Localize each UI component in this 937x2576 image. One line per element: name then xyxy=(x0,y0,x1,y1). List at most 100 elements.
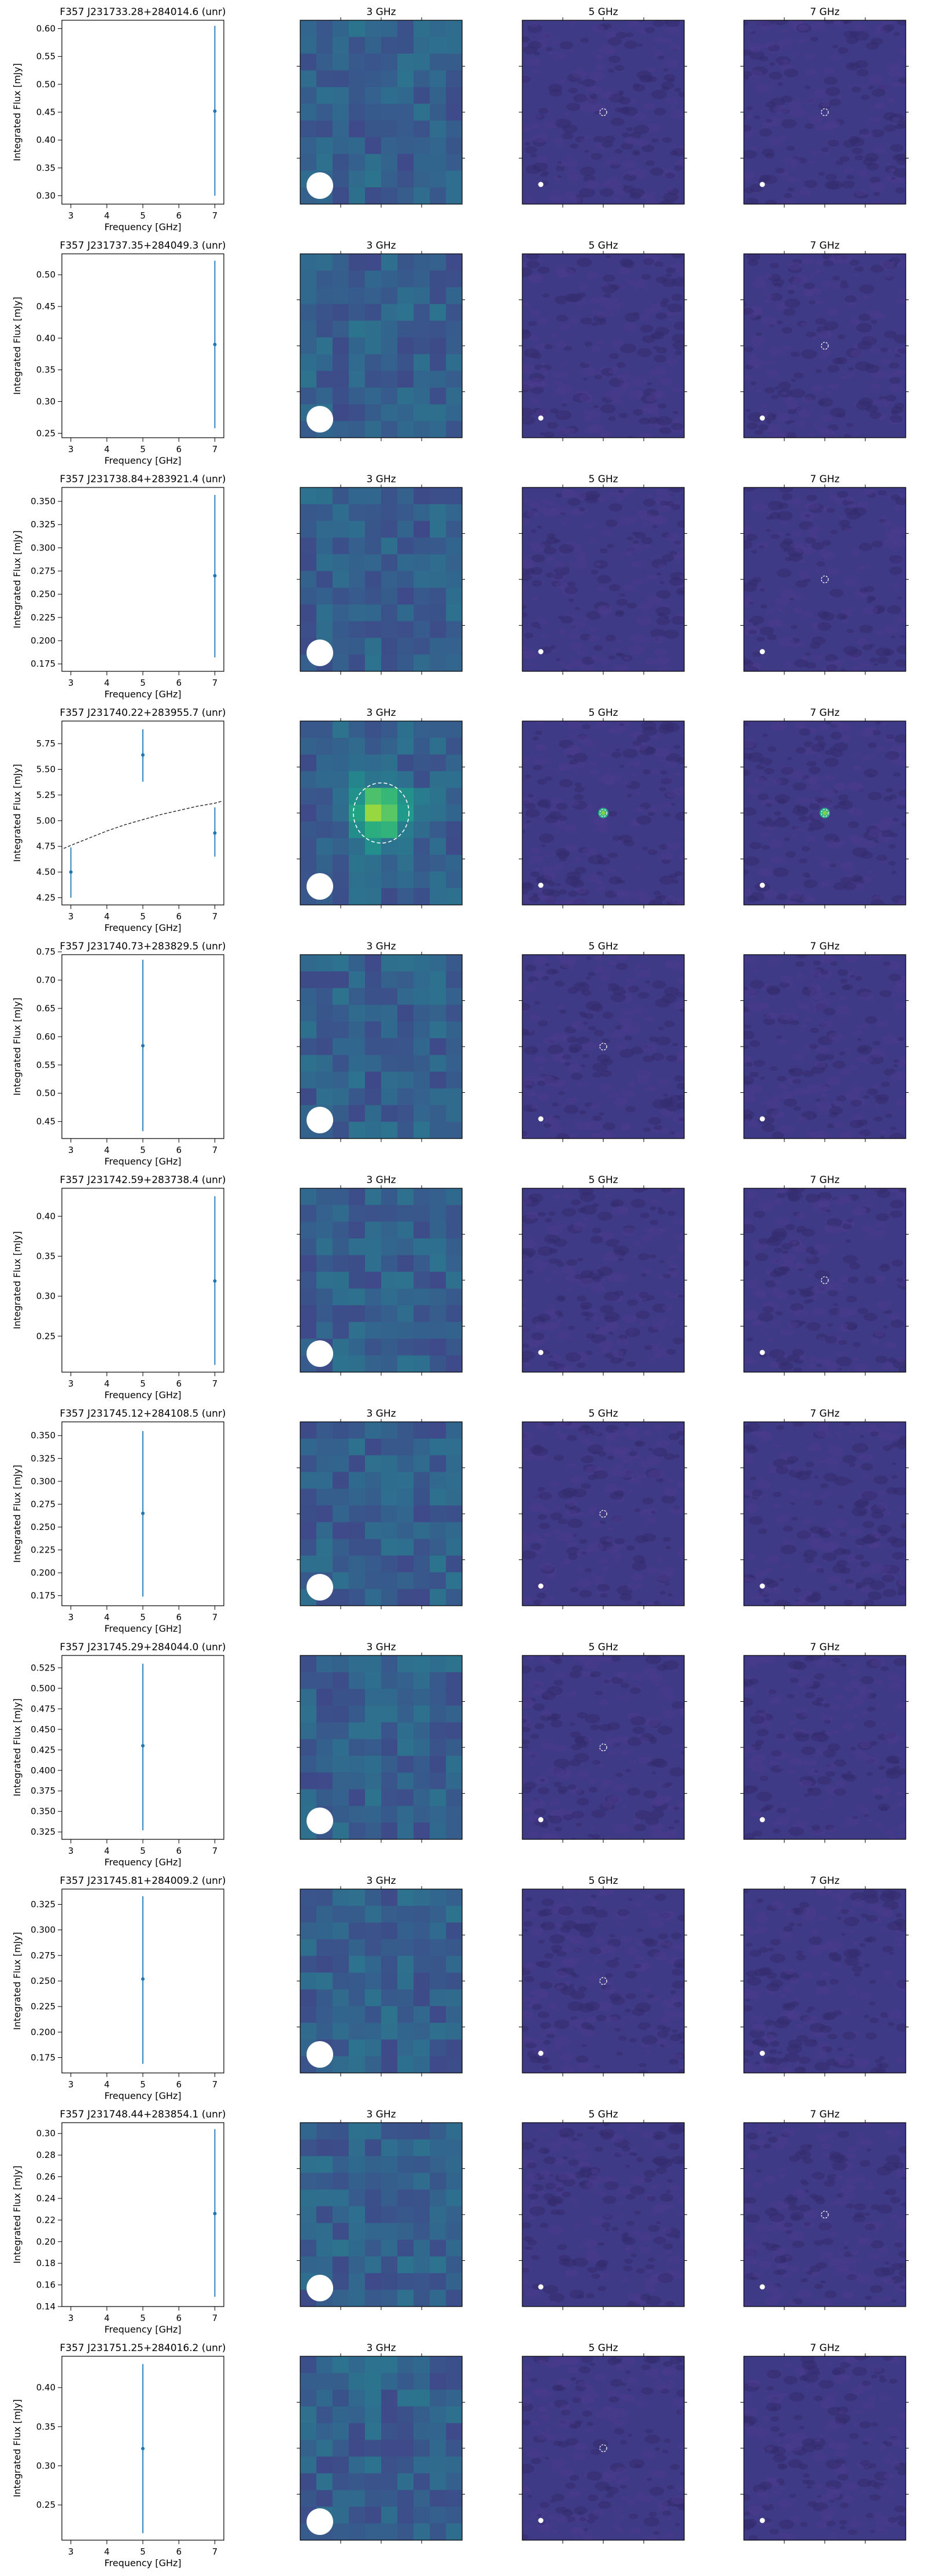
noise-speckle xyxy=(577,1296,586,1302)
image-pixel xyxy=(414,404,430,422)
image-panel: 3 GHz xyxy=(297,240,465,441)
x-tick-label: 6 xyxy=(176,1612,182,1623)
noise-speckle xyxy=(795,961,805,967)
image-pixel xyxy=(430,421,447,438)
noise-speckle xyxy=(525,142,530,145)
y-tick-label: 5.00 xyxy=(36,815,56,826)
image-pixel xyxy=(430,1739,447,1757)
noise-speckle xyxy=(767,609,775,614)
noise-speckle xyxy=(669,577,684,586)
noise-speckle xyxy=(854,21,861,25)
noise-speckle xyxy=(605,1738,618,1746)
noise-speckle xyxy=(662,1660,678,1670)
image-pixel xyxy=(414,638,430,655)
noise-speckle xyxy=(617,599,628,606)
noise-speckle xyxy=(530,855,544,863)
image-pixel xyxy=(316,1255,333,1273)
noise-speckle xyxy=(523,1782,536,1789)
noise-speckle xyxy=(788,290,795,294)
noise-speckle xyxy=(577,651,585,656)
noise-speckle xyxy=(817,1776,831,1785)
noise-speckle xyxy=(520,646,527,651)
noise-speckle xyxy=(827,1281,842,1290)
image-pixel xyxy=(365,1355,382,1373)
noise-speckle xyxy=(645,1655,662,1665)
image-title: 3 GHz xyxy=(366,941,396,952)
noise-speckle xyxy=(777,608,784,612)
noise-speckle xyxy=(640,513,654,522)
noise-speckle xyxy=(577,300,586,306)
image-pixel xyxy=(349,1422,366,1439)
noise-speckle xyxy=(567,1463,576,1468)
noise-speckle xyxy=(752,623,758,626)
image-pixel xyxy=(397,1706,414,1723)
noise-speckle xyxy=(531,1691,539,1695)
beam-ellipse xyxy=(307,640,333,666)
noise-speckle xyxy=(799,858,807,863)
noise-speckle xyxy=(584,361,591,365)
noise-speckle xyxy=(541,1691,556,1700)
noise-speckle xyxy=(877,1021,888,1028)
noise-speckle xyxy=(536,409,548,416)
noise-speckle xyxy=(768,501,783,510)
noise-speckle xyxy=(530,23,538,27)
y-tick-label: 0.175 xyxy=(31,659,56,669)
image-pixel xyxy=(446,1739,463,1757)
noise-speckle xyxy=(898,746,910,753)
y-axis-label: Integrated Flux [mJy] xyxy=(12,297,23,394)
image-pixel xyxy=(397,871,414,889)
y-tick-label: 0.45 xyxy=(36,1117,56,1127)
noise-speckle xyxy=(662,1783,670,1788)
noise-speckle xyxy=(554,1506,560,1510)
noise-speckle xyxy=(821,428,835,437)
noise-speckle xyxy=(853,1363,868,1372)
noise-speckle xyxy=(674,871,683,877)
noise-speckle xyxy=(836,613,847,619)
noise-speckle xyxy=(848,1527,862,1536)
noise-speckle xyxy=(862,295,869,300)
noise-speckle xyxy=(759,588,765,592)
noise-speckle xyxy=(542,1710,552,1717)
image-pixel xyxy=(430,822,447,839)
noise-speckle xyxy=(672,1701,684,1709)
noise-speckle xyxy=(786,533,791,536)
image-pixel xyxy=(446,1289,463,1306)
image-pixel xyxy=(446,1305,463,1322)
noise-speckle xyxy=(858,1134,864,1138)
noise-speckle xyxy=(636,815,651,825)
noise-speckle xyxy=(797,1002,808,1008)
image-pixel xyxy=(430,1789,447,1806)
noise-speckle xyxy=(669,484,683,493)
noise-speckle xyxy=(658,1726,673,1735)
image-pixel xyxy=(397,1322,414,1339)
image-pixel xyxy=(430,1655,447,1673)
noise-speckle xyxy=(857,1038,862,1041)
noise-speckle xyxy=(606,1546,619,1554)
spectrum-title: F357 J231740.73+283829.5 (unr) xyxy=(60,941,226,952)
noise-speckle xyxy=(746,1280,759,1288)
noise-speckle xyxy=(588,1026,596,1030)
image-pixel xyxy=(397,1205,414,1222)
image-pixels xyxy=(517,1652,689,1842)
noise-speckle xyxy=(750,382,757,385)
noise-speckle xyxy=(738,1454,754,1464)
noise-speckle xyxy=(799,1290,811,1298)
noise-speckle xyxy=(548,51,554,54)
noise-speckle xyxy=(763,1524,768,1527)
noise-speckle xyxy=(661,1187,672,1193)
noise-speckle xyxy=(645,1517,656,1524)
noise-speckle xyxy=(633,409,643,416)
image-pixel xyxy=(414,54,430,71)
image-pixel xyxy=(381,1222,398,1239)
noise-speckle xyxy=(864,1814,869,1817)
noise-speckle xyxy=(530,154,537,158)
noise-speckle xyxy=(884,124,897,132)
noise-speckle xyxy=(802,611,814,618)
noise-speckle xyxy=(870,265,884,273)
noise-speckle xyxy=(558,268,574,278)
image-pixel xyxy=(430,387,447,405)
noise-speckle xyxy=(623,323,637,331)
x-tick-label: 3 xyxy=(68,1612,74,1623)
noise-speckle xyxy=(580,38,589,43)
noise-speckle xyxy=(595,54,604,60)
